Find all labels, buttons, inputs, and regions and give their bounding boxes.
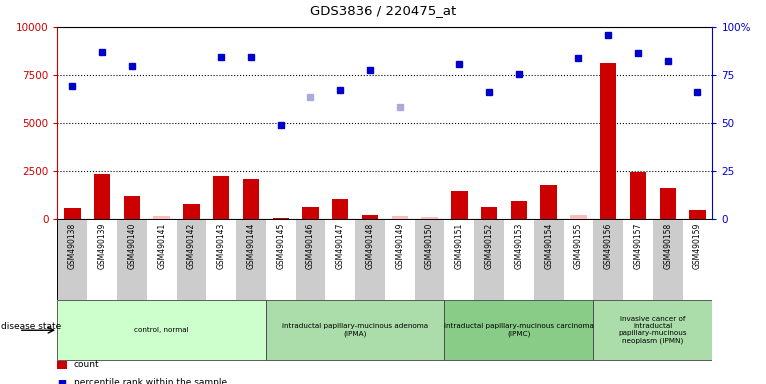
Bar — [451, 191, 467, 219]
Bar — [385, 219, 414, 300]
Bar — [266, 300, 444, 360]
Text: GSM490141: GSM490141 — [157, 223, 166, 269]
Bar — [653, 219, 683, 300]
Text: GSM490146: GSM490146 — [306, 223, 315, 269]
Bar — [594, 300, 712, 360]
Bar — [600, 63, 617, 219]
Bar — [570, 215, 587, 219]
Text: intraductal papillary-mucinous adenoma
(IPMA): intraductal papillary-mucinous adenoma (… — [282, 323, 428, 337]
Bar — [414, 219, 444, 300]
Bar — [183, 204, 200, 219]
Bar — [206, 219, 236, 300]
Text: GSM490147: GSM490147 — [336, 223, 345, 269]
Text: percentile rank within the sample: percentile rank within the sample — [74, 377, 227, 384]
Bar — [176, 219, 206, 300]
Text: GSM490156: GSM490156 — [604, 223, 613, 269]
Bar — [153, 216, 170, 219]
Text: GSM490145: GSM490145 — [277, 223, 285, 269]
Bar — [474, 219, 504, 300]
Text: GSM490157: GSM490157 — [633, 223, 643, 269]
Text: GSM490155: GSM490155 — [574, 223, 583, 269]
Text: intraductal papillary-mucinous carcinoma
(IPMC): intraductal papillary-mucinous carcinoma… — [444, 323, 594, 337]
Bar — [243, 179, 259, 219]
Bar — [64, 208, 80, 219]
Bar — [362, 215, 378, 219]
Bar — [689, 210, 705, 219]
Text: GSM490143: GSM490143 — [217, 223, 226, 269]
Text: GDS3836 / 220475_at: GDS3836 / 220475_at — [310, 4, 456, 17]
Text: GSM490151: GSM490151 — [455, 223, 464, 269]
Bar — [541, 185, 557, 219]
Text: GSM490142: GSM490142 — [187, 223, 196, 269]
Bar — [117, 219, 147, 300]
Bar — [594, 219, 623, 300]
Bar — [421, 217, 437, 219]
Text: GSM490148: GSM490148 — [365, 223, 375, 269]
Bar — [94, 174, 110, 219]
Text: GSM490149: GSM490149 — [395, 223, 404, 269]
Bar — [564, 219, 594, 300]
Text: count: count — [74, 360, 99, 369]
Text: invasive cancer of
intraductal
papillary-mucinous
neoplasm (IPMN): invasive cancer of intraductal papillary… — [618, 316, 687, 344]
Text: disease state: disease state — [1, 322, 61, 331]
Bar — [481, 207, 497, 219]
Bar — [266, 219, 296, 300]
Text: GSM490150: GSM490150 — [425, 223, 434, 269]
Bar — [683, 219, 712, 300]
Bar — [296, 219, 326, 300]
Bar — [123, 196, 140, 219]
Bar — [87, 219, 117, 300]
Bar — [623, 219, 653, 300]
Text: GSM490158: GSM490158 — [663, 223, 673, 269]
Bar — [236, 219, 266, 300]
Bar — [444, 219, 474, 300]
Bar — [630, 172, 647, 219]
Bar — [147, 219, 176, 300]
Bar — [444, 300, 594, 360]
Bar — [660, 188, 676, 219]
Bar — [57, 300, 266, 360]
Text: GSM490153: GSM490153 — [515, 223, 523, 269]
Text: GSM490144: GSM490144 — [247, 223, 255, 269]
Bar — [57, 219, 87, 300]
Bar — [332, 199, 349, 219]
Bar — [504, 219, 534, 300]
Text: GSM490154: GSM490154 — [544, 223, 553, 269]
Bar — [326, 219, 355, 300]
Text: GSM490159: GSM490159 — [693, 223, 702, 269]
Bar — [534, 219, 564, 300]
Text: GSM490140: GSM490140 — [127, 223, 136, 269]
Text: GSM490152: GSM490152 — [485, 223, 493, 269]
Text: GSM490138: GSM490138 — [68, 223, 77, 269]
Bar — [273, 218, 289, 219]
Bar — [213, 176, 229, 219]
Bar — [355, 219, 385, 300]
Bar — [391, 216, 408, 219]
Text: control, normal: control, normal — [134, 327, 189, 333]
Text: GSM490139: GSM490139 — [97, 223, 106, 269]
Bar — [511, 200, 527, 219]
Bar — [303, 207, 319, 219]
